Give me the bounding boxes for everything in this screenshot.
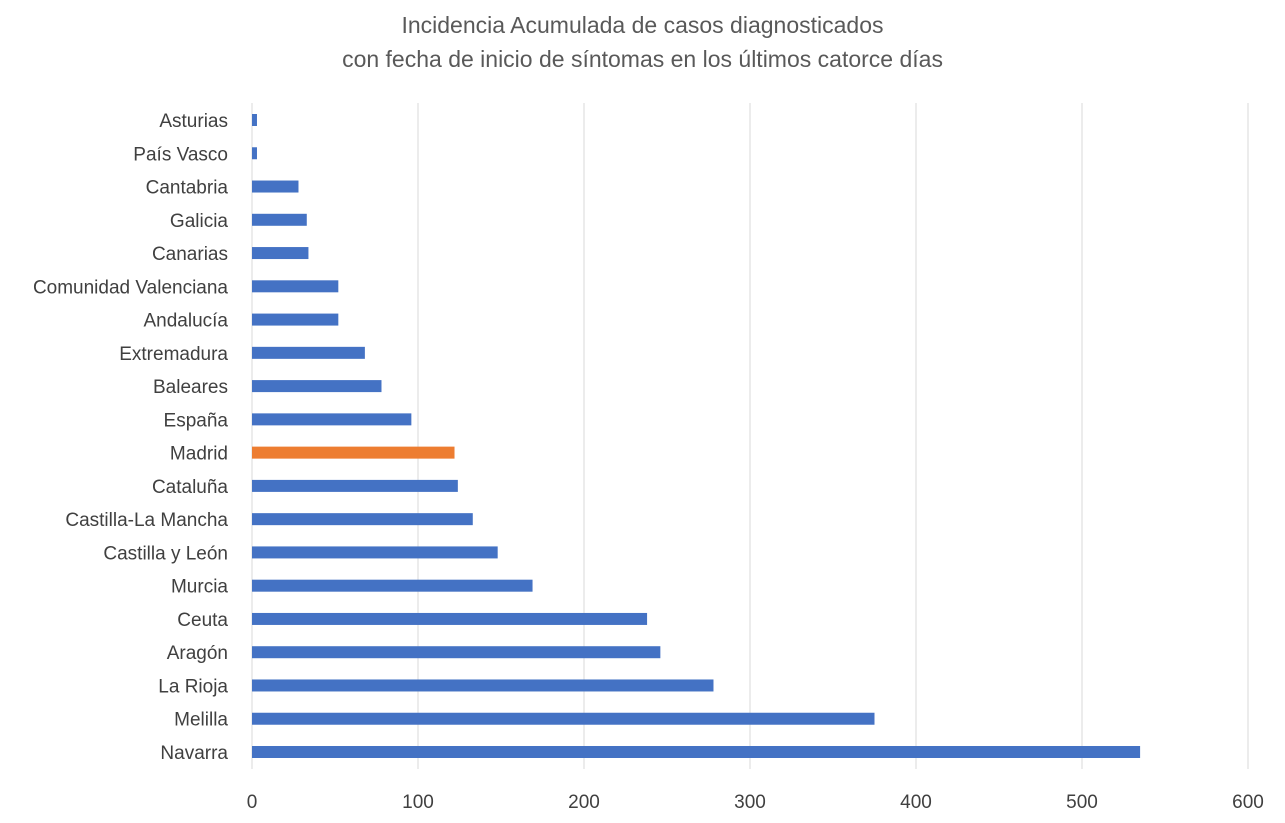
chart-title: Incidencia Acumulada de casos diagnostic… (401, 12, 884, 38)
bar-canarias (252, 247, 309, 260)
bar-baleares (252, 380, 382, 393)
bar-andalucía (252, 313, 339, 326)
bar-comunidad-valenciana (252, 280, 339, 293)
category-label: Andalucía (143, 311, 228, 332)
x-tick-label: 100 (402, 792, 434, 813)
bar-ceuta (252, 612, 648, 625)
x-tick-label: 200 (568, 792, 600, 813)
category-label: Comunidad Valenciana (33, 277, 228, 298)
bar-galicia (252, 213, 307, 226)
category-label: Castilla y León (103, 543, 228, 564)
category-label: Ceuta (177, 610, 228, 631)
bar-extremadura (252, 346, 365, 359)
category-label: La Rioja (158, 676, 228, 697)
category-label: País Vasco (133, 144, 228, 165)
category-labels: Asturias País Vasco Cantabria Galicia Canari… (33, 111, 228, 764)
bar-madrid (252, 446, 455, 459)
category-label: Castilla-La Mancha (65, 510, 228, 531)
bar-cataluña (252, 479, 458, 492)
x-tick-label: 0 (247, 792, 258, 813)
category-label: Madrid (170, 444, 228, 465)
bar-españa (252, 413, 412, 426)
bar-cantabria (252, 180, 299, 193)
category-label: Cataluña (152, 477, 228, 498)
category-label: Canarias (152, 244, 228, 265)
category-label: Murcia (171, 577, 228, 598)
x-tick-label: 600 (1232, 792, 1264, 813)
bar-la-rioja (252, 679, 714, 692)
chart-subtitle: con fecha de inicio de síntomas en los ú… (342, 46, 943, 72)
x-tick-label: 400 (900, 792, 932, 813)
x-tick-label: 300 (734, 792, 766, 813)
gridlines (251, 103, 1249, 769)
category-label: España (164, 410, 229, 431)
bars (252, 114, 1141, 758)
category-label: Navarra (160, 743, 228, 764)
bar-castilla-la-mancha (252, 513, 473, 526)
category-label: Asturias (159, 111, 228, 132)
category-label: Extremadura (119, 344, 228, 365)
bar-castilla-y-león (252, 546, 498, 559)
bar-murcia (252, 579, 533, 592)
bar-aragón (252, 646, 661, 659)
bar-país-vasco (252, 147, 257, 160)
x-tick-label: 500 (1066, 792, 1098, 813)
category-label: Baleares (153, 377, 228, 398)
bar-melilla (252, 712, 875, 725)
category-label: Cantabria (146, 178, 229, 199)
category-label: Aragón (167, 643, 228, 664)
bar-navarra (252, 746, 1141, 758)
x-tick-labels: 0 100 200 300 400 500 600 (247, 792, 1264, 813)
category-label: Galicia (170, 211, 229, 232)
category-label: Melilla (174, 710, 228, 731)
chart-title-block: Incidencia Acumulada de casos diagnostic… (0, 8, 1285, 76)
bar-asturias (252, 114, 257, 126)
